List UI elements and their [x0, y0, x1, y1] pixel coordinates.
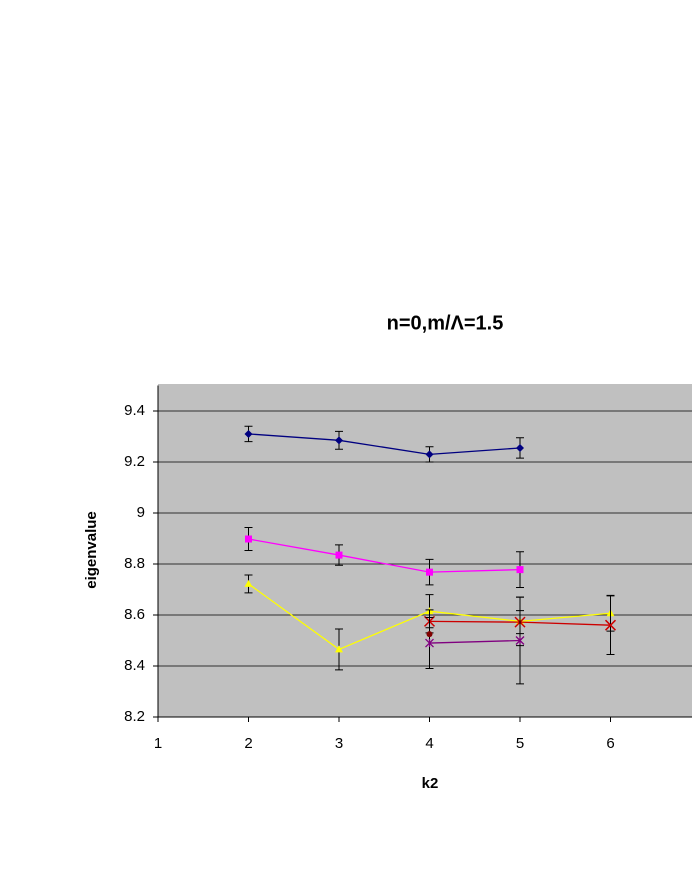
series-line	[248, 538, 521, 573]
y-tick-label: 8.8	[124, 555, 145, 572]
marker	[245, 535, 252, 543]
y-axis-title: eigenvalue	[83, 511, 100, 589]
marker	[244, 579, 253, 587]
marker	[516, 443, 524, 452]
x-tick-label: 6	[606, 735, 614, 752]
marker	[335, 551, 343, 559]
x-tick-label: 4	[425, 735, 433, 752]
marker	[426, 631, 433, 638]
y-tick-label: 8.2	[124, 708, 145, 725]
marker	[335, 436, 343, 445]
chart-title: n=0,m/Λ=1.5	[387, 312, 504, 334]
y-tick-label: 8.6	[124, 606, 145, 623]
marker	[335, 645, 343, 653]
series-line	[248, 433, 521, 456]
y-tick-label: 9	[137, 504, 145, 521]
plot-area	[158, 384, 692, 717]
x-tick-label: 2	[244, 735, 252, 752]
marker	[516, 566, 524, 574]
y-tick-label: 9.4	[124, 402, 145, 419]
x-tick-label: 5	[516, 735, 524, 752]
marker	[426, 568, 433, 576]
x-tick-label: 1	[154, 735, 162, 752]
marker	[244, 429, 253, 438]
marker	[604, 619, 617, 631]
marker	[515, 636, 525, 645]
y-tick-label: 8.4	[124, 657, 145, 674]
y-tick-label: 9.2	[124, 453, 145, 470]
x-tick-label: 3	[335, 735, 343, 752]
series-line	[429, 639, 521, 644]
marker	[425, 638, 434, 648]
marker	[425, 450, 434, 459]
x-axis-title: k2	[422, 775, 439, 792]
